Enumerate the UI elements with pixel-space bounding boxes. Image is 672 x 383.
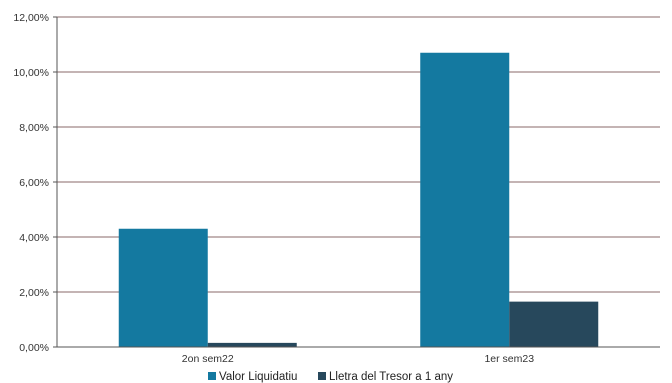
- y-tick-label: 2,00%: [19, 287, 49, 299]
- y-tick-label: 6,00%: [19, 177, 49, 189]
- y-tick-label: 8,00%: [19, 122, 49, 134]
- bars: [118, 52, 599, 347]
- y-tick-label: 10,00%: [13, 67, 49, 79]
- bar-valor-liquidatiu-1: [420, 52, 510, 347]
- bar-lletra-del-tresor-1: [509, 301, 599, 347]
- legend-swatch: [208, 372, 216, 380]
- y-tick-label: 12,00%: [13, 12, 49, 24]
- legend-swatch: [318, 372, 326, 380]
- x-tick-label: 2on sem22: [182, 353, 234, 365]
- legend: Valor Liquidatiu Lletra del Tresor a 1 an…: [208, 371, 453, 383]
- y-tick-label: 0,00%: [19, 342, 49, 354]
- x-axis-ticks: 2on sem22 1er sem23: [182, 353, 534, 365]
- bar-lletra-del-tresor-0: [207, 342, 297, 347]
- legend-label: Valor Liquidatiu: [219, 371, 297, 383]
- y-axis-ticks: 0,00% 2,00% 4,00% 6,00% 8,00% 10,00% 12,00%: [13, 12, 57, 354]
- bar-valor-liquidatiu-0: [118, 228, 208, 347]
- legend-label: Lletra del Tresor a 1 any: [329, 371, 453, 383]
- x-tick-label: 1er sem23: [484, 353, 534, 365]
- y-tick-label: 4,00%: [19, 232, 49, 244]
